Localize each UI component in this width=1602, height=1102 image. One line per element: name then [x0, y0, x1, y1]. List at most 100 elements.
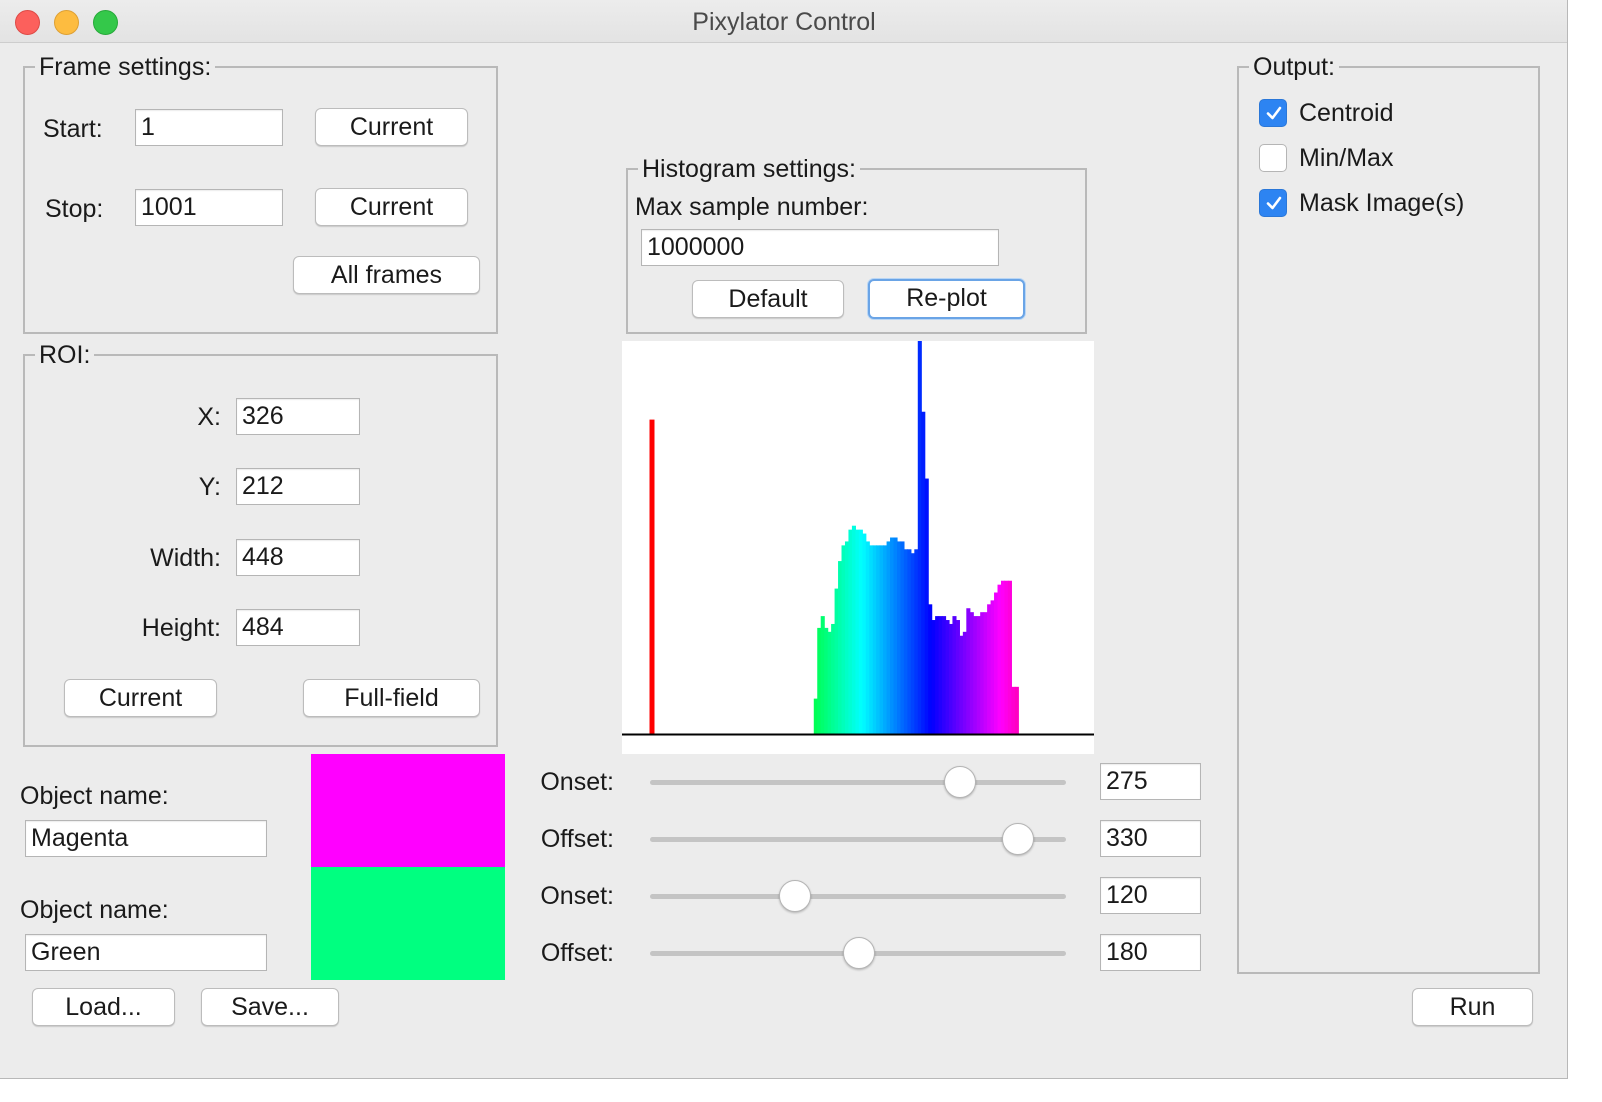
- all-frames-button[interactable]: All frames: [293, 256, 480, 294]
- slider-thumb[interactable]: [1002, 823, 1035, 855]
- roi-height-input[interactable]: 484: [236, 609, 360, 646]
- roi-width-input[interactable]: 448: [236, 539, 360, 576]
- roi-panel: ROI: X: 326 Y: 212 Width: 448 Height: 48…: [23, 340, 498, 747]
- histogram-bar: [813, 698, 818, 734]
- histogram-bar: [959, 635, 964, 734]
- mask-images-checkbox[interactable]: [1259, 189, 1287, 217]
- max-sample-input[interactable]: 1000000: [641, 229, 999, 266]
- histogram-settings-panel: Histogram settings: Max sample number: 1…: [626, 154, 1087, 334]
- histogram-bar: [924, 478, 929, 734]
- histogram-bar: [879, 545, 884, 734]
- object-color-swatch-2[interactable]: [311, 867, 505, 980]
- mask-images-label: Mask Image(s): [1299, 189, 1465, 217]
- histogram-bar: [1011, 686, 1016, 734]
- slider-thumb[interactable]: [944, 766, 977, 798]
- roi-x-label: X:: [197, 403, 221, 431]
- histogram-bar: [969, 612, 974, 734]
- close-window-button[interactable]: [15, 10, 40, 35]
- onset-slider-1[interactable]: [650, 762, 1066, 802]
- histogram-bar: [955, 620, 960, 734]
- histogram-bar: [1007, 580, 1012, 734]
- histogram-bar: [883, 545, 888, 734]
- title-bar[interactable]: Pixylator Control: [0, 0, 1567, 43]
- minimize-window-button[interactable]: [54, 10, 79, 35]
- app-window: Pixylator Control Frame settings: Start:…: [0, 0, 1568, 1079]
- histogram-bar: [872, 545, 877, 734]
- slider-thumb[interactable]: [843, 937, 876, 969]
- stop-label: Stop:: [45, 195, 104, 223]
- output-panel: Output: Centroid Min/Max Mask Image(s): [1237, 52, 1540, 974]
- histogram-bar: [948, 623, 954, 734]
- histogram-bar: [893, 537, 898, 734]
- slider-track[interactable]: [650, 894, 1066, 899]
- histogram-bar: [862, 533, 867, 734]
- histogram-bar: [914, 549, 919, 734]
- histogram-bar: [824, 627, 829, 734]
- slider-value-input-2[interactable]: 330: [1100, 820, 1201, 857]
- frame-settings-legend: Frame settings:: [35, 52, 216, 82]
- offset-slider-4[interactable]: [650, 933, 1066, 973]
- histogram-bar: [966, 608, 971, 734]
- roi-height-label: Height:: [141, 614, 221, 642]
- object-color-swatch-1[interactable]: [311, 754, 505, 867]
- histogram-bar: [841, 545, 846, 734]
- object-name-input-2[interactable]: Green: [25, 934, 267, 971]
- slider-value-input-4[interactable]: 180: [1100, 934, 1201, 971]
- slider-label-4: Offset:: [540, 939, 614, 967]
- slider-track[interactable]: [650, 837, 1066, 842]
- histogram-bar: [997, 584, 1002, 734]
- histogram-spike: [649, 419, 655, 734]
- min-max-checkbox[interactable]: [1259, 144, 1287, 172]
- slider-label-2: Offset:: [540, 825, 614, 853]
- start-frame-input[interactable]: 1: [135, 109, 283, 146]
- histogram-bar: [876, 545, 881, 734]
- min-max-option[interactable]: Min/Max: [1259, 143, 1519, 175]
- histogram-bar: [907, 549, 912, 734]
- roi-y-input[interactable]: 212: [236, 468, 360, 505]
- full-field-button[interactable]: Full-field: [303, 679, 480, 717]
- start-label: Start:: [43, 115, 103, 143]
- slider-value-input-3[interactable]: 120: [1100, 877, 1201, 914]
- load-button[interactable]: Load...: [32, 988, 175, 1026]
- centroid-checkbox[interactable]: [1259, 99, 1287, 127]
- histogram-bar: [903, 549, 908, 734]
- histogram-bar: [938, 616, 943, 734]
- histogram-bar: [994, 592, 999, 734]
- histogram-bar: [848, 529, 853, 734]
- hue-histogram: [622, 341, 1094, 754]
- max-sample-label: Max sample number:: [635, 193, 869, 221]
- histogram-bar: [855, 529, 860, 734]
- object-name-label-1: Object name:: [20, 782, 169, 810]
- roi-x-input[interactable]: 326: [236, 398, 360, 435]
- roi-current-button[interactable]: Current: [64, 679, 217, 717]
- histogram-bar: [900, 541, 905, 734]
- histogram-bar: [820, 616, 825, 734]
- histogram-bar: [983, 612, 988, 734]
- default-button[interactable]: Default: [692, 280, 844, 318]
- stop-current-button[interactable]: Current: [315, 188, 468, 226]
- offset-slider-2[interactable]: [650, 819, 1066, 859]
- object-name-input-1[interactable]: Magenta: [25, 820, 267, 857]
- save-button[interactable]: Save...: [201, 988, 339, 1026]
- mask-images-option[interactable]: Mask Image(s): [1259, 188, 1519, 220]
- histogram-bar: [921, 411, 926, 734]
- histogram-bar: [831, 623, 836, 734]
- slider-value-input-1[interactable]: 275: [1100, 763, 1201, 800]
- min-max-label: Min/Max: [1299, 144, 1394, 172]
- slider-track[interactable]: [650, 780, 1066, 785]
- onset-slider-3[interactable]: [650, 876, 1066, 916]
- roi-y-label: Y:: [198, 473, 221, 501]
- histogram-bar: [980, 612, 985, 734]
- stop-frame-input[interactable]: 1001: [135, 189, 283, 226]
- histogram-bar: [896, 541, 902, 734]
- histogram-bar: [990, 600, 995, 734]
- histogram-bar: [935, 616, 940, 734]
- slider-thumb[interactable]: [778, 880, 811, 912]
- roi-width-label: Width:: [150, 544, 221, 572]
- run-button[interactable]: Run: [1412, 988, 1533, 1026]
- maximize-window-button[interactable]: [93, 10, 118, 35]
- centroid-option[interactable]: Centroid: [1259, 98, 1519, 130]
- replot-button[interactable]: Re-plot: [868, 279, 1025, 319]
- histogram-bar: [1004, 580, 1009, 734]
- start-current-button[interactable]: Current: [315, 108, 468, 146]
